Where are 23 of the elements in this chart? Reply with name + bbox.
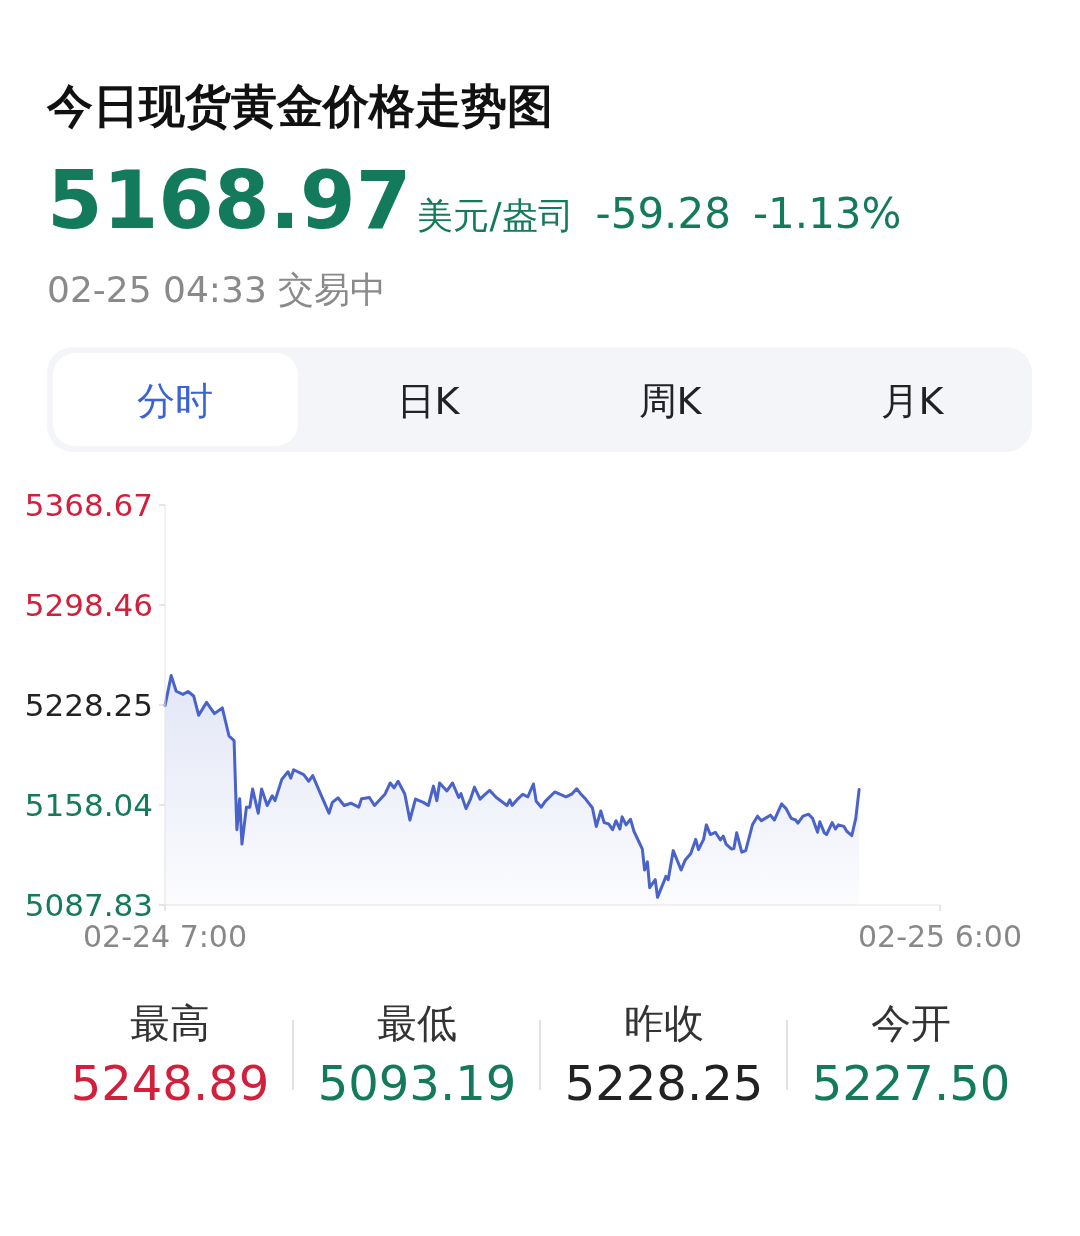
y-tick-label: 5158.04 xyxy=(24,787,153,823)
text: 月K xyxy=(880,379,945,423)
text: 美元/盎司 xyxy=(417,195,574,236)
text: 5168.97 xyxy=(47,154,412,247)
text: 最低 xyxy=(377,1000,457,1046)
text: 5227.50 xyxy=(811,1055,1011,1111)
y-tick-label: 5228.25 xyxy=(24,687,153,723)
text: 02-25 04:33 交易中 xyxy=(47,269,387,310)
y-tick-label: 5368.67 xyxy=(24,487,153,523)
y-tick-label: 5298.46 xyxy=(24,587,153,623)
text: 5248.89 xyxy=(70,1055,270,1111)
text: 今开 xyxy=(871,1000,951,1046)
text: 5093.19 xyxy=(317,1055,517,1111)
text: 最高 xyxy=(130,1000,210,1046)
text: 周K xyxy=(638,379,703,423)
text: -1.13% xyxy=(752,189,902,238)
chart-title: 今日现货黄金价格走势图 xyxy=(46,79,553,133)
text: 分时 xyxy=(137,379,213,423)
text: -59.28 xyxy=(595,189,731,238)
x-tick-label: 02-25 6:00 xyxy=(857,919,1023,954)
text: 日K xyxy=(396,379,461,423)
text: 昨收 xyxy=(624,1000,704,1046)
text: 5228.25 xyxy=(564,1055,764,1111)
